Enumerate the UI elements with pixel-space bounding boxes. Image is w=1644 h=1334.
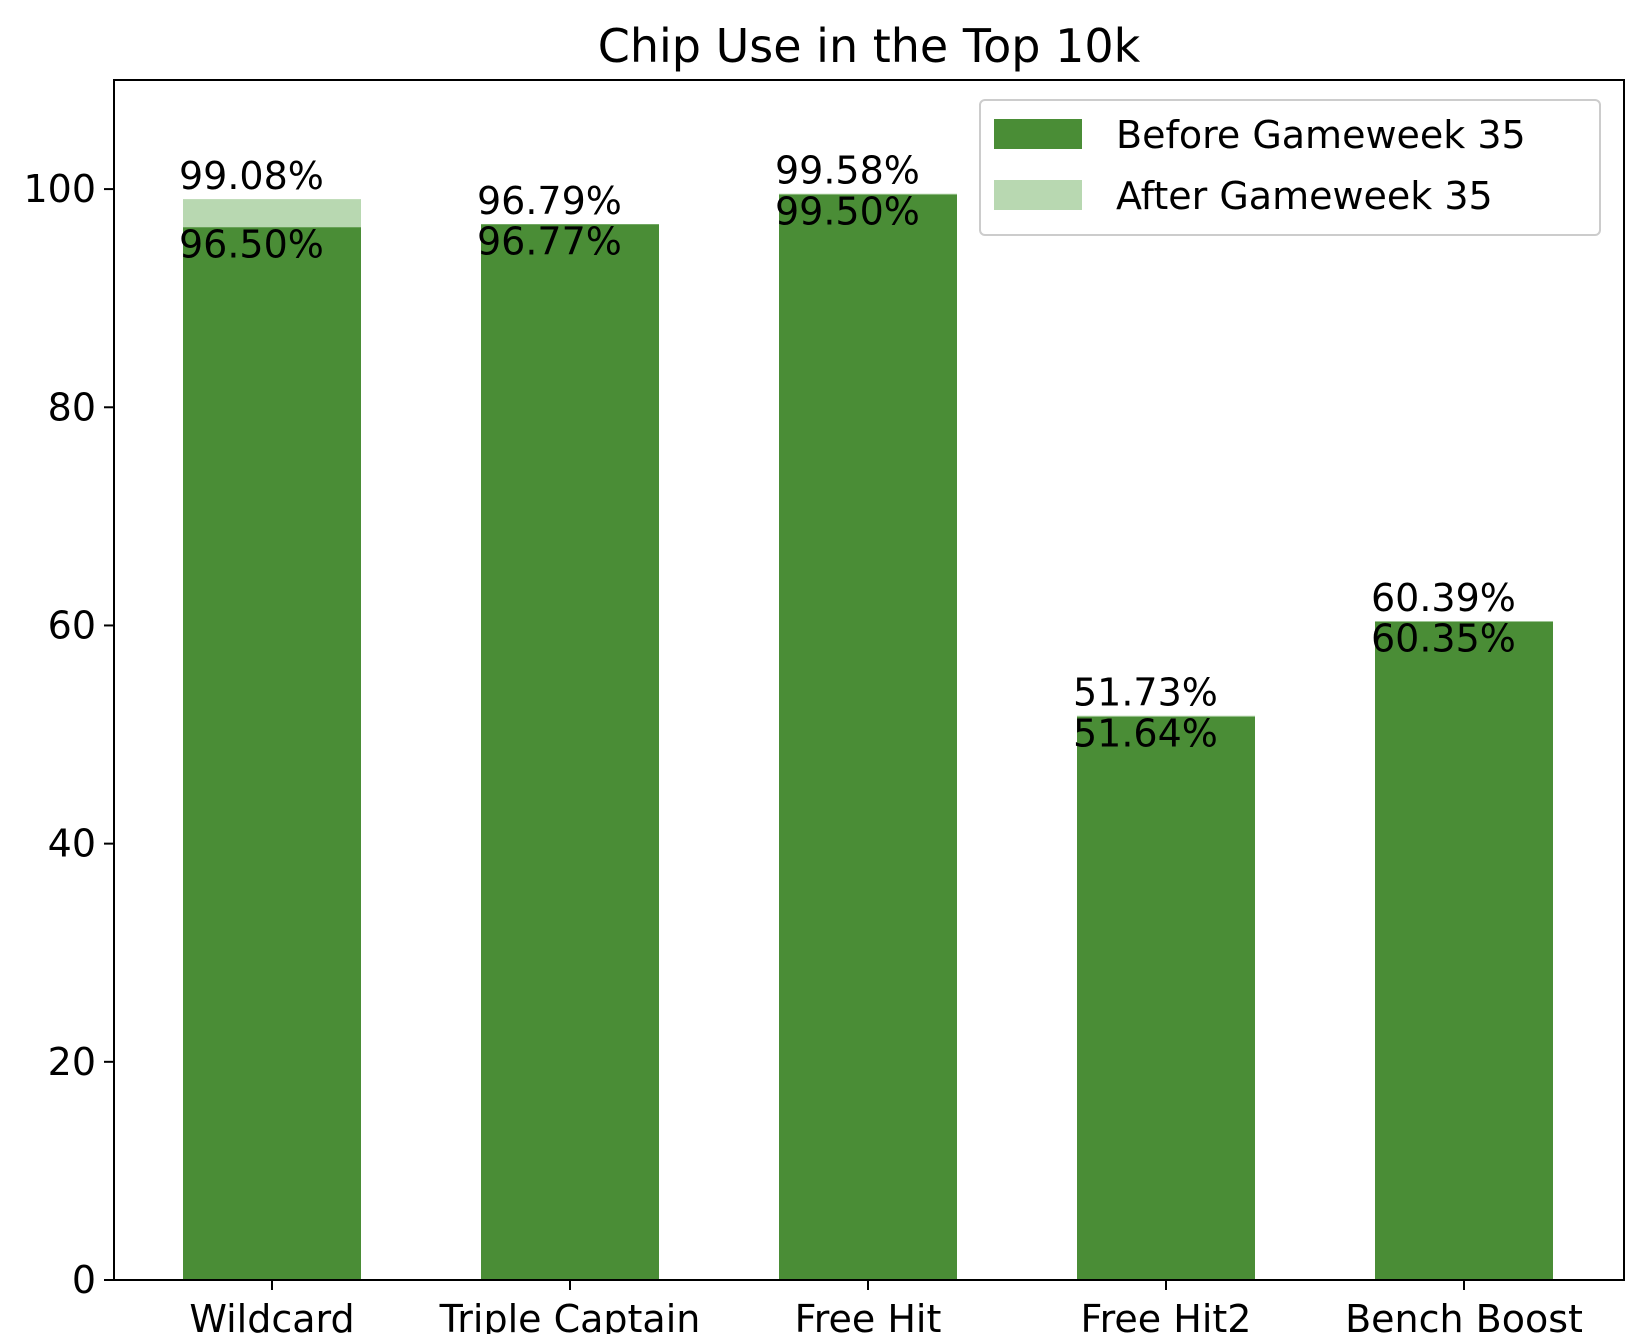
y-tick-label-60: 60 (48, 603, 96, 647)
before-series-bars (183, 194, 1553, 1281)
legend: Before Gameweek 35 After Gameweek 35 (979, 99, 1601, 236)
bar-before-free-hit2 (1077, 716, 1255, 1280)
x-tick-label-triple-captain: Triple Captain (439, 1297, 701, 1334)
legend-swatch-before (994, 119, 1082, 149)
bar-before-free-hit (779, 194, 957, 1281)
data-label-after-wildcard: 99.08% (179, 154, 324, 198)
legend-box (979, 99, 1601, 236)
y-tick-label-20: 20 (48, 1040, 96, 1084)
data-label-after-triple-captain: 96.79% (477, 179, 622, 223)
y-tick-label-100: 100 (23, 167, 96, 211)
data-label-after-bench-boost: 60.39% (1371, 576, 1516, 620)
x-tick-label-free-hit2: Free Hit2 (1081, 1297, 1252, 1334)
x-tick-label-bench-boost: Bench Boost (1345, 1297, 1583, 1334)
legend-label-after: After Gameweek 35 (1116, 174, 1493, 218)
data-label-before-free-hit2: 51.64% (1073, 712, 1218, 756)
data-label-before-bench-boost: 60.35% (1371, 617, 1516, 661)
data-label-after-free-hit2: 51.73% (1073, 671, 1218, 715)
x-tick-label-free-hit: Free Hit (795, 1297, 942, 1334)
legend-swatch-after (994, 180, 1082, 210)
x-tick-label-wildcard: Wildcard (189, 1297, 354, 1334)
y-tick-label-0: 0 (72, 1258, 96, 1302)
bar-before-wildcard (183, 227, 361, 1281)
legend-label-before: Before Gameweek 35 (1116, 113, 1526, 157)
x-axis: Wildcard Triple Captain Free Hit Free Hit2 B… (189, 1280, 1583, 1334)
bar-before-triple-captain (481, 224, 659, 1280)
data-labels: 99.08% 96.50% 96.79%96.77% 99.58%99.50% 51.7… (179, 149, 1516, 756)
chart-title: Chip Use in the Top 10k (598, 19, 1141, 73)
y-axis: 0 20 40 60 80 100 (23, 167, 114, 1302)
data-label-before-triple-captain: 96.77% (477, 219, 622, 263)
y-tick-label-80: 80 (48, 385, 96, 429)
data-label-after-free-hit: 99.58% (775, 149, 920, 193)
data-label-before-free-hit: 99.50% (775, 190, 920, 234)
y-tick-label-40: 40 (48, 822, 96, 866)
data-label-before-wildcard: 96.50% (179, 222, 324, 266)
bar-before-bench-boost (1375, 621, 1553, 1280)
